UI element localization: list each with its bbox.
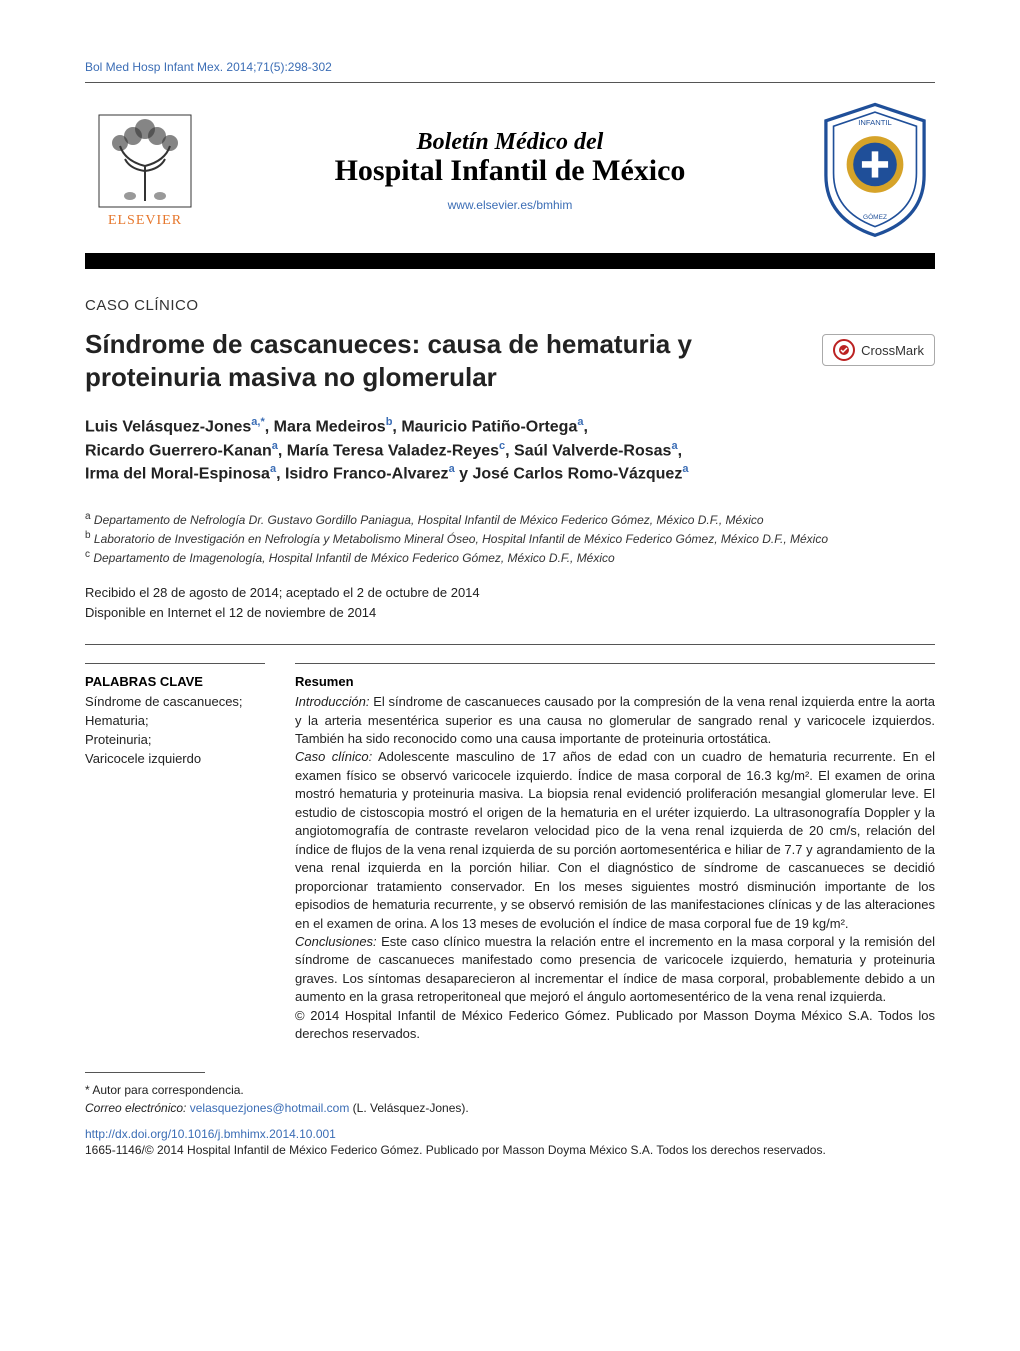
intro-text: El síndrome de cascanueces causado por l… <box>295 694 935 746</box>
corr-email-link[interactable]: velasquezjones@hotmail.com <box>190 1101 350 1115</box>
crossmark-icon <box>833 339 855 361</box>
author-list: Luis Velásquez-Jonesa,*, Mara Medeirosb,… <box>85 415 935 486</box>
elsevier-tree-icon <box>95 111 195 211</box>
crossmark-badge[interactable]: CrossMark <box>822 334 935 366</box>
affiliation: a Departamento de Nefrología Dr. Gustavo… <box>85 510 935 529</box>
journal-header: ELSEVIER Boletín Médico del Hospital Inf… <box>85 105 935 235</box>
top-rule <box>85 82 935 83</box>
received-accepted-date: Recibido el 28 de agosto de 2014; acepta… <box>85 584 935 602</box>
author: José Carlos Romo-Vázquez <box>472 465 682 482</box>
doi-link[interactable]: http://dx.doi.org/10.1016/j.bmhimx.2014.… <box>85 1127 935 1141</box>
article-title: Síndrome de cascanueces: causa de hematu… <box>85 328 725 393</box>
corresponding-note: * Autor para correspondencia. Correo ele… <box>85 1081 935 1117</box>
crossmark-label: CrossMark <box>861 343 924 358</box>
journal-url-link[interactable]: www.elsevier.es/bmhim <box>205 198 815 212</box>
citation-link[interactable]: Bol Med Hosp Infant Mex. 2014;71(5):298-… <box>85 60 935 74</box>
author: Isidro Franco-Alvarez <box>285 465 449 482</box>
email-label: Correo electrónico: <box>85 1101 186 1115</box>
issn-copyright: 1665-1146/© 2014 Hospital Infantil de Mé… <box>85 1143 935 1157</box>
section-label: CASO CLÍNICO <box>85 297 935 314</box>
author: Saúl Valverde-Rosas <box>514 442 671 459</box>
elsevier-logo: ELSEVIER <box>85 111 205 229</box>
author: Mauricio Patiño-Ortega <box>401 418 577 435</box>
mid-rule <box>85 644 935 645</box>
affiliation-list: a Departamento de Nefrología Dr. Gustavo… <box>85 510 935 568</box>
affiliation: c Departamento de Imagenología, Hospital… <box>85 548 935 567</box>
concl-label: Conclusiones: <box>295 934 377 949</box>
author: María Teresa Valadez-Reyes <box>287 442 499 459</box>
corr-label: Autor para correspondencia. <box>92 1083 243 1097</box>
keywords-heading: PALABRAS CLAVE <box>85 674 265 689</box>
svg-text:GÓMEZ: GÓMEZ <box>863 212 887 221</box>
author: Mara Medeiros <box>274 418 386 435</box>
author: Irma del Moral-Espinosa <box>85 465 270 482</box>
online-date: Disponible en Internet el 12 de noviembr… <box>85 604 935 622</box>
case-label: Caso clínico: <box>295 749 372 764</box>
header-black-bar <box>85 253 935 269</box>
journal-title-block: Boletín Médico del Hospital Infantil de … <box>205 129 815 212</box>
keywords-list: Síndrome de cascanueces; Hematuria; Prot… <box>85 693 265 768</box>
abstract-column: Resumen Introducción: El síndrome de cas… <box>295 663 935 1044</box>
affiliation: b Laboratorio de Investigación en Nefrol… <box>85 529 935 548</box>
journal-supertitle: Boletín Médico del <box>205 129 815 156</box>
author: Luis Velásquez-Jones <box>85 418 251 435</box>
case-text: Adolescente masculino de 17 años de edad… <box>295 749 935 930</box>
author: Ricardo Guerrero-Kanan <box>85 442 272 459</box>
corr-name: (L. Velásquez-Jones). <box>353 1101 469 1115</box>
hospital-seal-icon: INFANTIL GÓMEZ <box>815 105 935 235</box>
footer-rule <box>85 1072 205 1073</box>
abstract-heading: Resumen <box>295 674 935 689</box>
intro-label: Introducción: <box>295 694 369 709</box>
abstract-copyright: © 2014 Hospital Infantil de México Feder… <box>295 1008 935 1041</box>
svg-text:INFANTIL: INFANTIL <box>858 118 891 127</box>
concl-text: Este caso clínico muestra la relación en… <box>295 934 935 1004</box>
journal-main-title: Hospital Infantil de México <box>205 154 815 188</box>
keywords-column: PALABRAS CLAVE Síndrome de cascanueces; … <box>85 663 265 1044</box>
abstract-body: Introducción: El síndrome de cascanueces… <box>295 693 935 1044</box>
elsevier-wordmark: ELSEVIER <box>108 213 182 229</box>
